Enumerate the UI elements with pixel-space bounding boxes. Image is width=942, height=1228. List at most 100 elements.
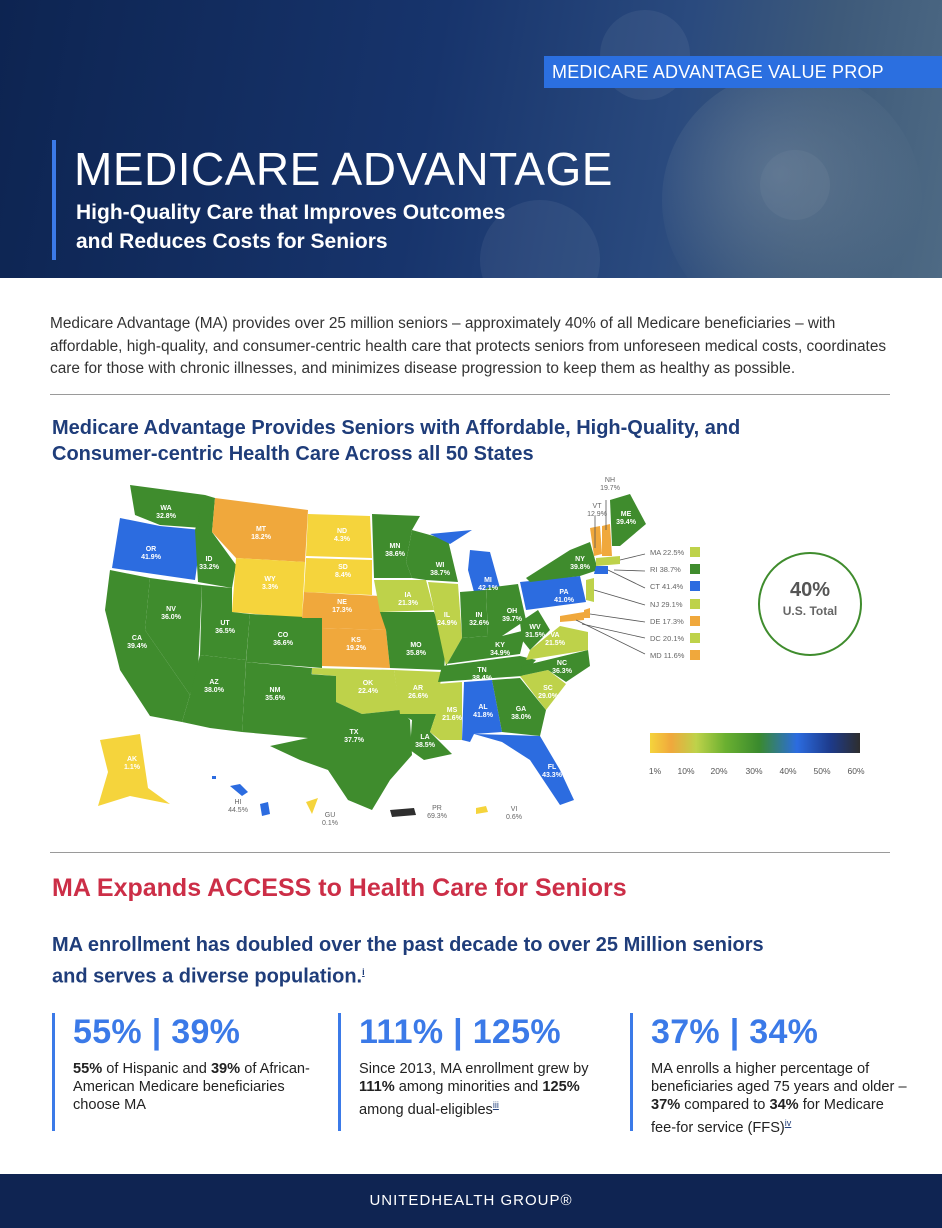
state-nd <box>306 514 372 558</box>
scale-tick: 60% <box>847 766 865 776</box>
state-label: SD 8.4% <box>335 564 351 579</box>
state-label: MT 18.2% <box>251 526 271 541</box>
state-ca <box>105 570 190 722</box>
scale-tick: 30% <box>745 766 763 776</box>
state-mi <box>430 530 500 592</box>
state-pa <box>520 576 586 610</box>
state-ar <box>394 670 442 714</box>
state-label: WA 32.8% <box>156 505 176 520</box>
small-state-row: NJ 29.1% <box>650 598 710 616</box>
access-heading: MA Expands ACCESS to Health Care for Sen… <box>52 874 627 902</box>
state-az <box>182 655 246 732</box>
state-sd <box>304 558 372 595</box>
state-wi <box>406 530 458 582</box>
enrollment-line-2: and serves a diverse population.i <box>52 965 365 988</box>
legend-swatch <box>690 632 700 643</box>
state-al <box>462 680 502 742</box>
subtitle-line-2: and Reduces Costs for Seniors <box>76 230 388 253</box>
small-state-row: MA 22.5% <box>650 547 710 564</box>
senior-photo <box>662 70 922 278</box>
small-state-row: RI 38.7% <box>650 564 710 581</box>
page-title: MEDICARE ADVANTAGE <box>74 143 613 195</box>
state-label: ID 33.2% <box>199 556 219 571</box>
state-label: CA 39.4% <box>127 635 147 650</box>
state-label: KS 19.2% <box>346 637 366 652</box>
state-label: AL 41.8% <box>473 704 493 719</box>
scale-tick: 10% <box>677 766 695 776</box>
state-label: HI 44.5% <box>228 799 248 814</box>
state-label: TX 37.7% <box>344 729 364 744</box>
stat-block-diversity: 55% | 39% 55% of Hispanic and 39% of Afr… <box>52 1013 312 1131</box>
state-label: MO 35.8% <box>406 642 426 657</box>
stat-number: 111% | 125% <box>359 1013 561 1051</box>
state-nj <box>586 578 594 602</box>
footer: UNITEDHEALTH GROUP® <box>0 1174 942 1228</box>
state-ma <box>596 556 620 566</box>
stat-block-age: 37% | 34% MA enrolls a higher percentage… <box>630 1013 910 1136</box>
us-map-svg <box>98 485 646 817</box>
us-total-value: 40% <box>789 579 831 601</box>
territory-gu <box>306 798 318 814</box>
state-sc <box>520 670 566 710</box>
small-state-row: MD 11.6% <box>650 650 710 667</box>
state-nc <box>520 650 590 682</box>
state-label: VI 0.6% <box>506 806 522 821</box>
small-state-row: DE 17.3% <box>650 615 710 633</box>
intro-paragraph: Medicare Advantage (MA) provides over 25… <box>50 315 887 377</box>
state-label: IN 32.6% <box>469 612 489 627</box>
state-label: MS 21.6% <box>442 707 462 722</box>
state-oh <box>486 584 526 636</box>
state-ga <box>492 678 546 736</box>
divider <box>50 852 890 853</box>
state-ny <box>526 542 598 582</box>
state-label: NY 39.8% <box>570 556 590 571</box>
state-label: ND 4.3% <box>334 528 350 543</box>
state-label: LA 38.5% <box>415 734 435 749</box>
legend-swatch <box>690 547 700 557</box>
state-label: MI 42.1% <box>478 577 498 592</box>
state-label: SC 29.0% <box>538 685 558 700</box>
legend-swatch <box>690 650 700 661</box>
color-scale-bar <box>650 733 860 753</box>
state-vt <box>590 526 602 556</box>
state-label: IA 21.3% <box>398 592 418 607</box>
state-label: MN 38.6% <box>385 543 405 558</box>
state-ak <box>98 734 170 806</box>
footnote-link[interactable]: i <box>362 967 365 977</box>
state-label: GA 38.0% <box>511 706 531 721</box>
small-states-legend: MA 22.5% RI 38.7% CT 41.4% NJ 29.1% DE 1… <box>650 547 710 667</box>
state-de <box>584 608 590 618</box>
scale-tick: 20% <box>710 766 728 776</box>
small-state-row: CT 41.4% <box>650 581 710 598</box>
state-mn <box>372 514 420 578</box>
divider <box>50 394 890 395</box>
map-heading-line-2: Consumer-centric Health Care Across all … <box>52 443 534 465</box>
state-label: KY 34.9% <box>490 642 510 657</box>
title-accent-bar <box>52 140 56 260</box>
state-label: NM 35.6% <box>265 687 285 702</box>
map-section-heading: Medicare Advantage Provides Seniors with… <box>52 415 842 467</box>
state-il <box>428 582 462 666</box>
state-nm <box>242 662 312 738</box>
footnote-link[interactable]: iv <box>784 1118 792 1128</box>
state-label: WV 31.5% <box>525 624 545 639</box>
state-label: WY 3.3% <box>262 576 278 591</box>
state-md <box>560 612 584 622</box>
stat-text: 55% of Hispanic and 39% of African-Ameri… <box>73 1061 310 1113</box>
state-ky <box>446 630 526 666</box>
us-total-circle: 40% U.S. Total <box>758 552 862 656</box>
footnote-link[interactable]: iii <box>492 1100 499 1110</box>
state-label: UT 36.5% <box>215 620 235 635</box>
state-label: AR 26.6% <box>408 685 428 700</box>
state-label: NE 17.3% <box>332 599 352 614</box>
header-badge: MEDICARE ADVANTAGE VALUE PROP <box>544 56 942 88</box>
state-mt <box>212 498 308 562</box>
state-ut <box>200 585 250 660</box>
state-id <box>195 495 236 588</box>
state-ok <box>312 668 400 714</box>
state-ne <box>302 592 386 630</box>
territory-vi <box>476 806 488 814</box>
state-tx <box>270 674 412 810</box>
legend-swatch <box>690 581 700 592</box>
state-me <box>610 494 646 546</box>
